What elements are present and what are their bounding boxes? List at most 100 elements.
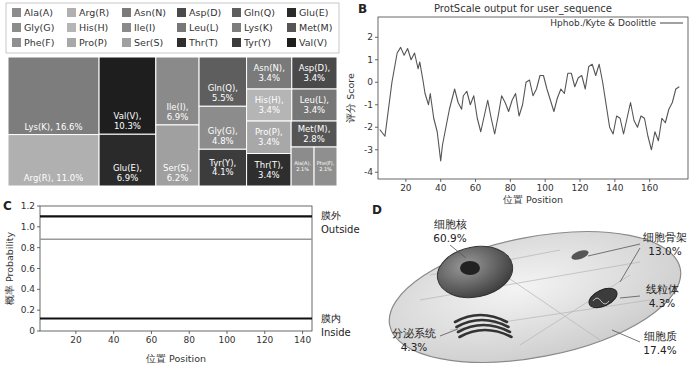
y-tick-label: 0.2 xyxy=(21,305,35,315)
y-tick xyxy=(37,247,40,248)
tile-label-line: Tyr(Y), xyxy=(208,158,236,168)
legend-swatch xyxy=(287,8,296,17)
x-tick-label: 60 xyxy=(470,183,482,193)
legend-swatch xyxy=(232,23,241,32)
panel-b: BProtScale output for user_sequence20406… xyxy=(345,2,688,205)
tile-label-line: 2.8% xyxy=(303,134,325,144)
nucleolus xyxy=(460,261,480,275)
tile-label-line: Gln(Q), xyxy=(208,83,238,93)
x-tick-label: 20 xyxy=(400,183,412,193)
line xyxy=(40,317,312,319)
legend-label: Arg(R) xyxy=(79,7,109,18)
tile-label: Glu(E),6.9% xyxy=(113,163,142,183)
tile xyxy=(156,125,199,186)
x-tick xyxy=(545,179,546,182)
y-tick xyxy=(37,310,40,311)
y-tick xyxy=(37,268,40,269)
legend-label: Lys(K) xyxy=(244,22,273,33)
y-tick-label: 1 xyxy=(367,55,373,65)
organelle-label: 细胞骨架 xyxy=(643,231,687,244)
percentage-label: 4.3% xyxy=(649,297,676,309)
percentage-label: 17.4% xyxy=(643,344,676,356)
tile-label-line: 6.9% xyxy=(117,173,139,183)
tile-label-line: 10.3% xyxy=(114,121,141,131)
x-tick-label: 40 xyxy=(108,335,120,345)
tile-label: Lys(K), 16.6% xyxy=(25,122,83,132)
leader-line xyxy=(450,245,466,258)
y-tick xyxy=(37,289,40,290)
y-tick xyxy=(37,331,40,332)
tile-label: Ala(A),2.1% xyxy=(294,160,311,172)
tile xyxy=(99,134,156,186)
tile-label-line: Leu(L), xyxy=(300,95,329,105)
tile-label-line: 3.4% xyxy=(258,73,280,83)
leader-line xyxy=(440,329,458,336)
legend-label: Thr(T) xyxy=(188,37,218,48)
y-tick-label: -3 xyxy=(364,145,373,155)
nucleus xyxy=(433,240,517,304)
panel-label: C xyxy=(3,199,12,213)
tile-label-line: 6.9% xyxy=(167,112,189,122)
tile xyxy=(314,147,337,186)
panel-label: D xyxy=(372,203,382,217)
cytoskeleton xyxy=(520,275,630,345)
x-tick xyxy=(264,331,265,334)
y-tick-label: 0.6 xyxy=(21,264,36,274)
tile xyxy=(199,106,247,149)
y-tick-label: 0.4 xyxy=(21,284,36,294)
tile-label: Met(M),2.8% xyxy=(298,124,331,144)
tile-label-line: 3.4% xyxy=(258,137,280,147)
leader-line xyxy=(612,330,640,342)
y-tick xyxy=(375,37,378,38)
annotation: Outside xyxy=(321,224,360,235)
tile-label: Asp(D),3.4% xyxy=(299,63,331,83)
x-axis-label: 位置 Position xyxy=(146,353,206,364)
legend-label: Glu(E) xyxy=(299,7,328,18)
tile-label-line: Gly(G), xyxy=(208,126,238,136)
tile xyxy=(99,57,156,134)
organelle-label: 细胞核 xyxy=(434,218,467,231)
x-tick xyxy=(75,331,76,334)
legend-label: Ile(I) xyxy=(134,22,156,33)
x-tick xyxy=(302,331,303,334)
legend-label: Met(M) xyxy=(299,22,332,33)
y-tick xyxy=(37,206,40,207)
mitochondrion xyxy=(586,284,620,311)
tile xyxy=(247,154,292,186)
x-tick-label: 100 xyxy=(537,183,554,193)
tile-label-line: 4.8% xyxy=(212,136,234,146)
legend-box xyxy=(6,3,339,53)
annotation: 膜内 xyxy=(321,313,341,324)
chart-title: ProtScale output for user_sequence xyxy=(434,3,612,15)
leader-line xyxy=(620,296,640,298)
tile xyxy=(292,57,337,89)
y-tick xyxy=(375,104,378,105)
tile-label-line: 2.1% xyxy=(296,166,309,172)
tile-label-line: 6.2% xyxy=(167,173,189,183)
tile-label: Thr(T),3.4% xyxy=(254,160,284,180)
y-tick xyxy=(375,82,378,83)
x-tick xyxy=(227,331,228,334)
x-tick xyxy=(649,179,650,182)
legend-swatch xyxy=(67,23,76,32)
x-tick-label: 100 xyxy=(218,335,235,345)
y-tick-label: -1 xyxy=(364,100,373,110)
legend-swatch xyxy=(12,23,21,32)
tile-label-line: 3.4% xyxy=(304,73,326,83)
x-axis-label: 位置 Position xyxy=(503,194,563,205)
legend-swatch xyxy=(232,8,241,17)
tile-label-line: Val(V), xyxy=(114,111,142,121)
tile xyxy=(247,89,292,121)
tile-label-line: Ser(S), xyxy=(163,163,192,173)
x-tick-label: 40 xyxy=(435,183,447,193)
legend-label: Ser(S) xyxy=(134,37,163,48)
figure: Ala(A)Arg(R)Asn(N)Asp(D)Gln(Q)Glu(E)Gly(… xyxy=(0,0,700,373)
leader-line xyxy=(588,244,640,256)
cristae xyxy=(593,298,609,304)
tile-label-line: 4.1% xyxy=(212,167,234,177)
tile-label-line: 3.4% xyxy=(258,170,280,180)
x-tick-label: 120 xyxy=(256,335,273,345)
tile-label: Asn(N),3.4% xyxy=(254,63,285,83)
tile-label: Val(V),10.3% xyxy=(114,111,142,131)
tile-label-line: His(H), xyxy=(255,95,284,105)
